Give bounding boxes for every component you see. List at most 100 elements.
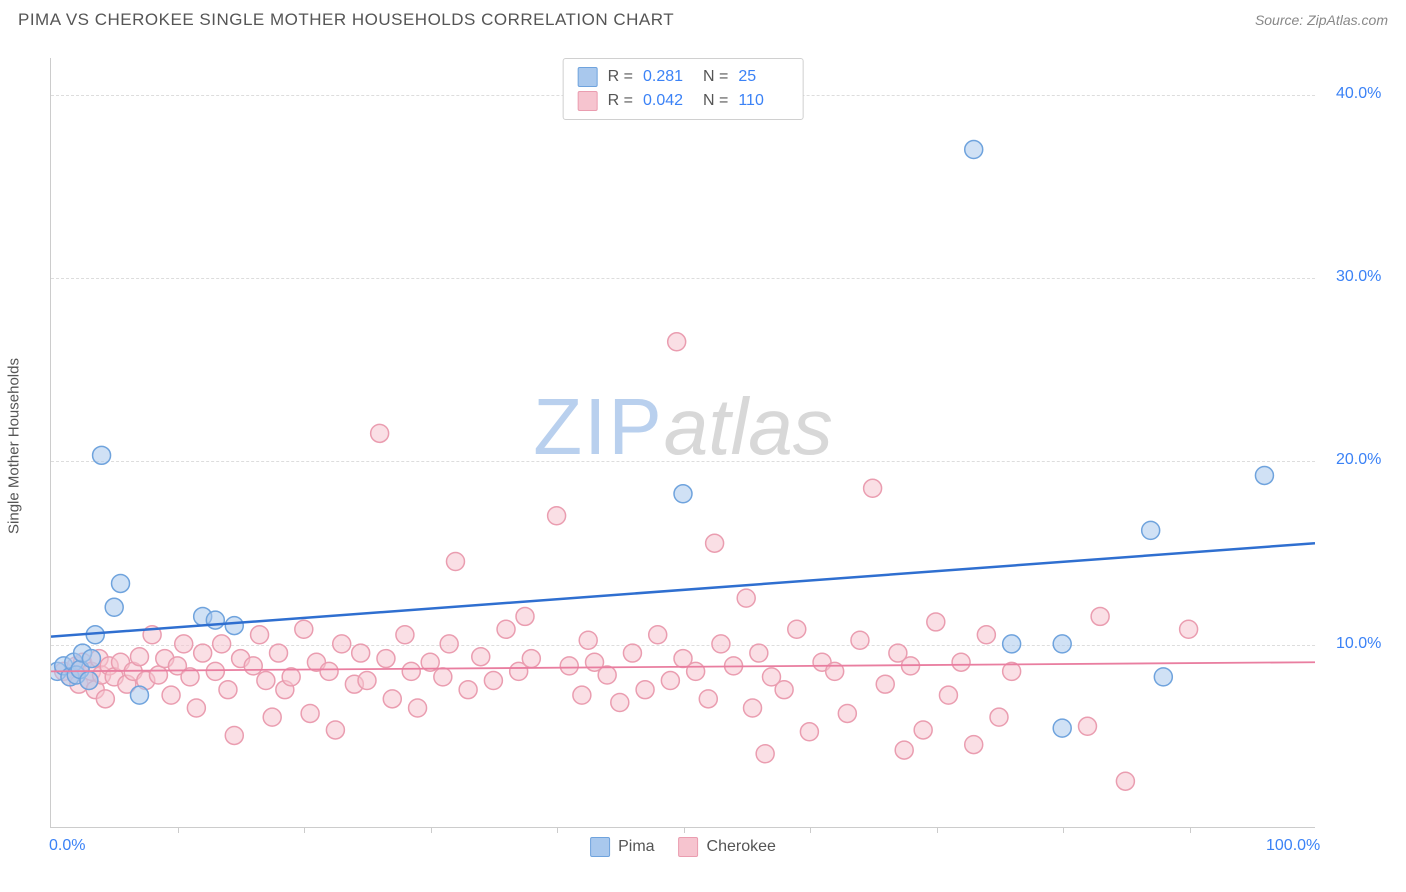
legend-series-label: Pima	[618, 838, 654, 856]
legend-series-item: Cherokee	[679, 837, 776, 857]
data-point	[687, 662, 705, 680]
data-point	[497, 620, 515, 638]
data-point	[756, 745, 774, 763]
x-tick-mark	[684, 827, 685, 833]
data-point	[301, 704, 319, 722]
data-point	[838, 704, 856, 722]
x-tick-mark	[937, 827, 938, 833]
data-point	[1091, 607, 1109, 625]
data-point	[1003, 635, 1021, 653]
y-tick-label: 20.0%	[1336, 451, 1381, 469]
trend-line	[51, 543, 1315, 636]
y-tick-label: 30.0%	[1336, 268, 1381, 286]
legend-series-label: Cherokee	[707, 838, 776, 856]
legend-swatch	[590, 837, 610, 857]
x-tick-mark	[304, 827, 305, 833]
data-point	[965, 736, 983, 754]
r-label: R =	[608, 89, 633, 113]
data-point	[320, 662, 338, 680]
y-tick-label: 40.0%	[1336, 85, 1381, 103]
data-point	[927, 613, 945, 631]
data-point	[162, 686, 180, 704]
data-point	[1116, 772, 1134, 790]
data-point	[548, 507, 566, 525]
x-tick-mark	[557, 827, 558, 833]
data-point	[270, 644, 288, 662]
correlation-legend: R =0.281N =25R =0.042N =110	[563, 58, 804, 120]
data-point	[864, 479, 882, 497]
data-point	[352, 644, 370, 662]
data-point	[516, 607, 534, 625]
source-name: ZipAtlas.com	[1307, 12, 1388, 28]
legend-stat-row: R =0.281N =25	[578, 65, 789, 89]
data-point	[130, 686, 148, 704]
data-point	[712, 635, 730, 653]
n-label: N =	[703, 89, 728, 113]
data-point	[990, 708, 1008, 726]
x-tick-mark	[431, 827, 432, 833]
data-point	[371, 424, 389, 442]
data-point	[1142, 521, 1160, 539]
data-point	[737, 589, 755, 607]
data-point	[130, 648, 148, 666]
chart-plot-area: ZIPatlas R =0.281N =25R =0.042N =110 Pim…	[50, 58, 1315, 828]
data-point	[699, 690, 717, 708]
data-point	[1255, 466, 1273, 484]
data-point	[263, 708, 281, 726]
data-point	[952, 653, 970, 671]
x-tick-mark	[178, 827, 179, 833]
n-value: 25	[738, 65, 788, 89]
data-point	[82, 650, 100, 668]
chart-title: PIMA VS CHEROKEE SINGLE MOTHER HOUSEHOLD…	[18, 10, 674, 30]
data-point	[105, 598, 123, 616]
data-point	[668, 333, 686, 351]
data-point	[326, 721, 344, 739]
data-point	[636, 681, 654, 699]
x-tick-mark	[810, 827, 811, 833]
data-point	[377, 650, 395, 668]
data-point	[358, 672, 376, 690]
data-point	[598, 666, 616, 684]
data-point	[244, 657, 262, 675]
source-attribution: Source: ZipAtlas.com	[1255, 12, 1388, 28]
data-point	[661, 672, 679, 690]
data-point	[788, 620, 806, 638]
legend-series-item: Pima	[590, 837, 654, 857]
data-point	[333, 635, 351, 653]
data-point	[649, 626, 667, 644]
data-point	[965, 141, 983, 159]
data-point	[112, 574, 130, 592]
data-point	[560, 657, 578, 675]
data-point	[96, 690, 114, 708]
data-point	[213, 635, 231, 653]
data-point	[484, 672, 502, 690]
data-point	[1053, 719, 1071, 737]
data-point	[623, 644, 641, 662]
data-point	[149, 666, 167, 684]
r-label: R =	[608, 65, 633, 89]
data-point	[219, 681, 237, 699]
legend-swatch	[679, 837, 699, 857]
data-point	[1180, 620, 1198, 638]
series-legend: Pima Cherokee	[590, 837, 776, 857]
data-point	[939, 686, 957, 704]
data-point	[876, 675, 894, 693]
data-point	[744, 699, 762, 717]
r-value: 0.281	[643, 65, 693, 89]
data-point	[251, 626, 269, 644]
x-tick-mark	[1190, 827, 1191, 833]
data-point	[194, 644, 212, 662]
x-tick-mark	[1063, 827, 1064, 833]
data-point	[446, 553, 464, 571]
x-tick-label: 0.0%	[49, 837, 85, 855]
data-point	[1053, 635, 1071, 653]
data-point	[80, 672, 98, 690]
data-point	[440, 635, 458, 653]
data-point	[402, 662, 420, 680]
data-point	[257, 672, 275, 690]
scatter-plot-svg	[51, 58, 1315, 827]
data-point	[914, 721, 932, 739]
data-point	[611, 694, 629, 712]
y-axis-label: Single Mother Households	[6, 358, 23, 534]
x-tick-label: 100.0%	[1266, 837, 1320, 855]
